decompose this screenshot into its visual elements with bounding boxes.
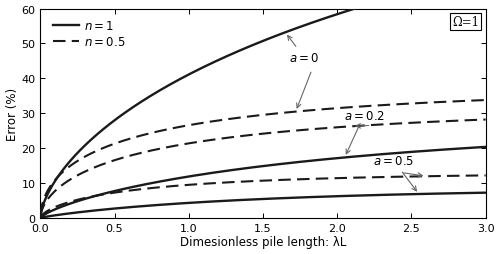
Legend: $n=1$, $n=0.5$: $n=1$, $n=0.5$ — [50, 18, 128, 51]
Text: Ω=1: Ω=1 — [452, 16, 479, 29]
Text: $a=0$: $a=0$ — [288, 36, 320, 65]
X-axis label: Dimesionless pile length: λL: Dimesionless pile length: λL — [180, 235, 346, 248]
Text: $a=0.5$: $a=0.5$ — [373, 155, 416, 191]
Y-axis label: Error (%): Error (%) — [6, 87, 18, 140]
Text: $a=0.2$: $a=0.2$ — [344, 109, 384, 154]
